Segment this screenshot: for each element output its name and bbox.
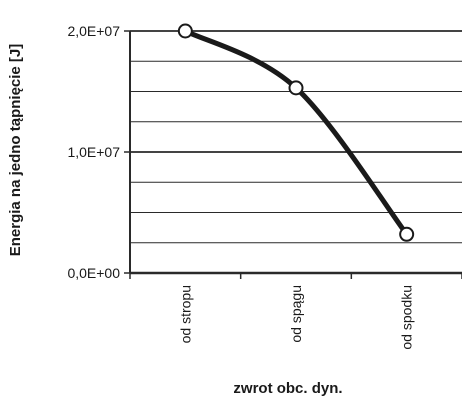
y-tick-label: 1,0E+07 [67, 144, 120, 160]
y-axis-title: Energia na jedno tąpnięcie [J] [7, 44, 24, 257]
y-tick-label: 2,0E+07 [67, 23, 120, 39]
y-axis-tick-labels: 0,0E+00 1,0E+07 2,0E+07 [67, 23, 120, 281]
data-point [399, 226, 415, 242]
x-category-label: od spodku [399, 285, 415, 350]
x-axis-ticks [129, 273, 462, 279]
x-axis-title: zwrot obc. dyn. [233, 380, 342, 397]
x-axis-category-labels: od stropu od spągu od spodku [177, 285, 414, 350]
data-point [288, 80, 304, 96]
x-category-label: od stropu [177, 285, 193, 343]
x-category-label: od spągu [288, 285, 304, 343]
gridlines [130, 30, 462, 244]
series-group [177, 23, 415, 242]
y-axis-ticks [124, 30, 130, 274]
y-tick-label: 0,0E+00 [67, 265, 120, 281]
data-point [177, 23, 193, 39]
